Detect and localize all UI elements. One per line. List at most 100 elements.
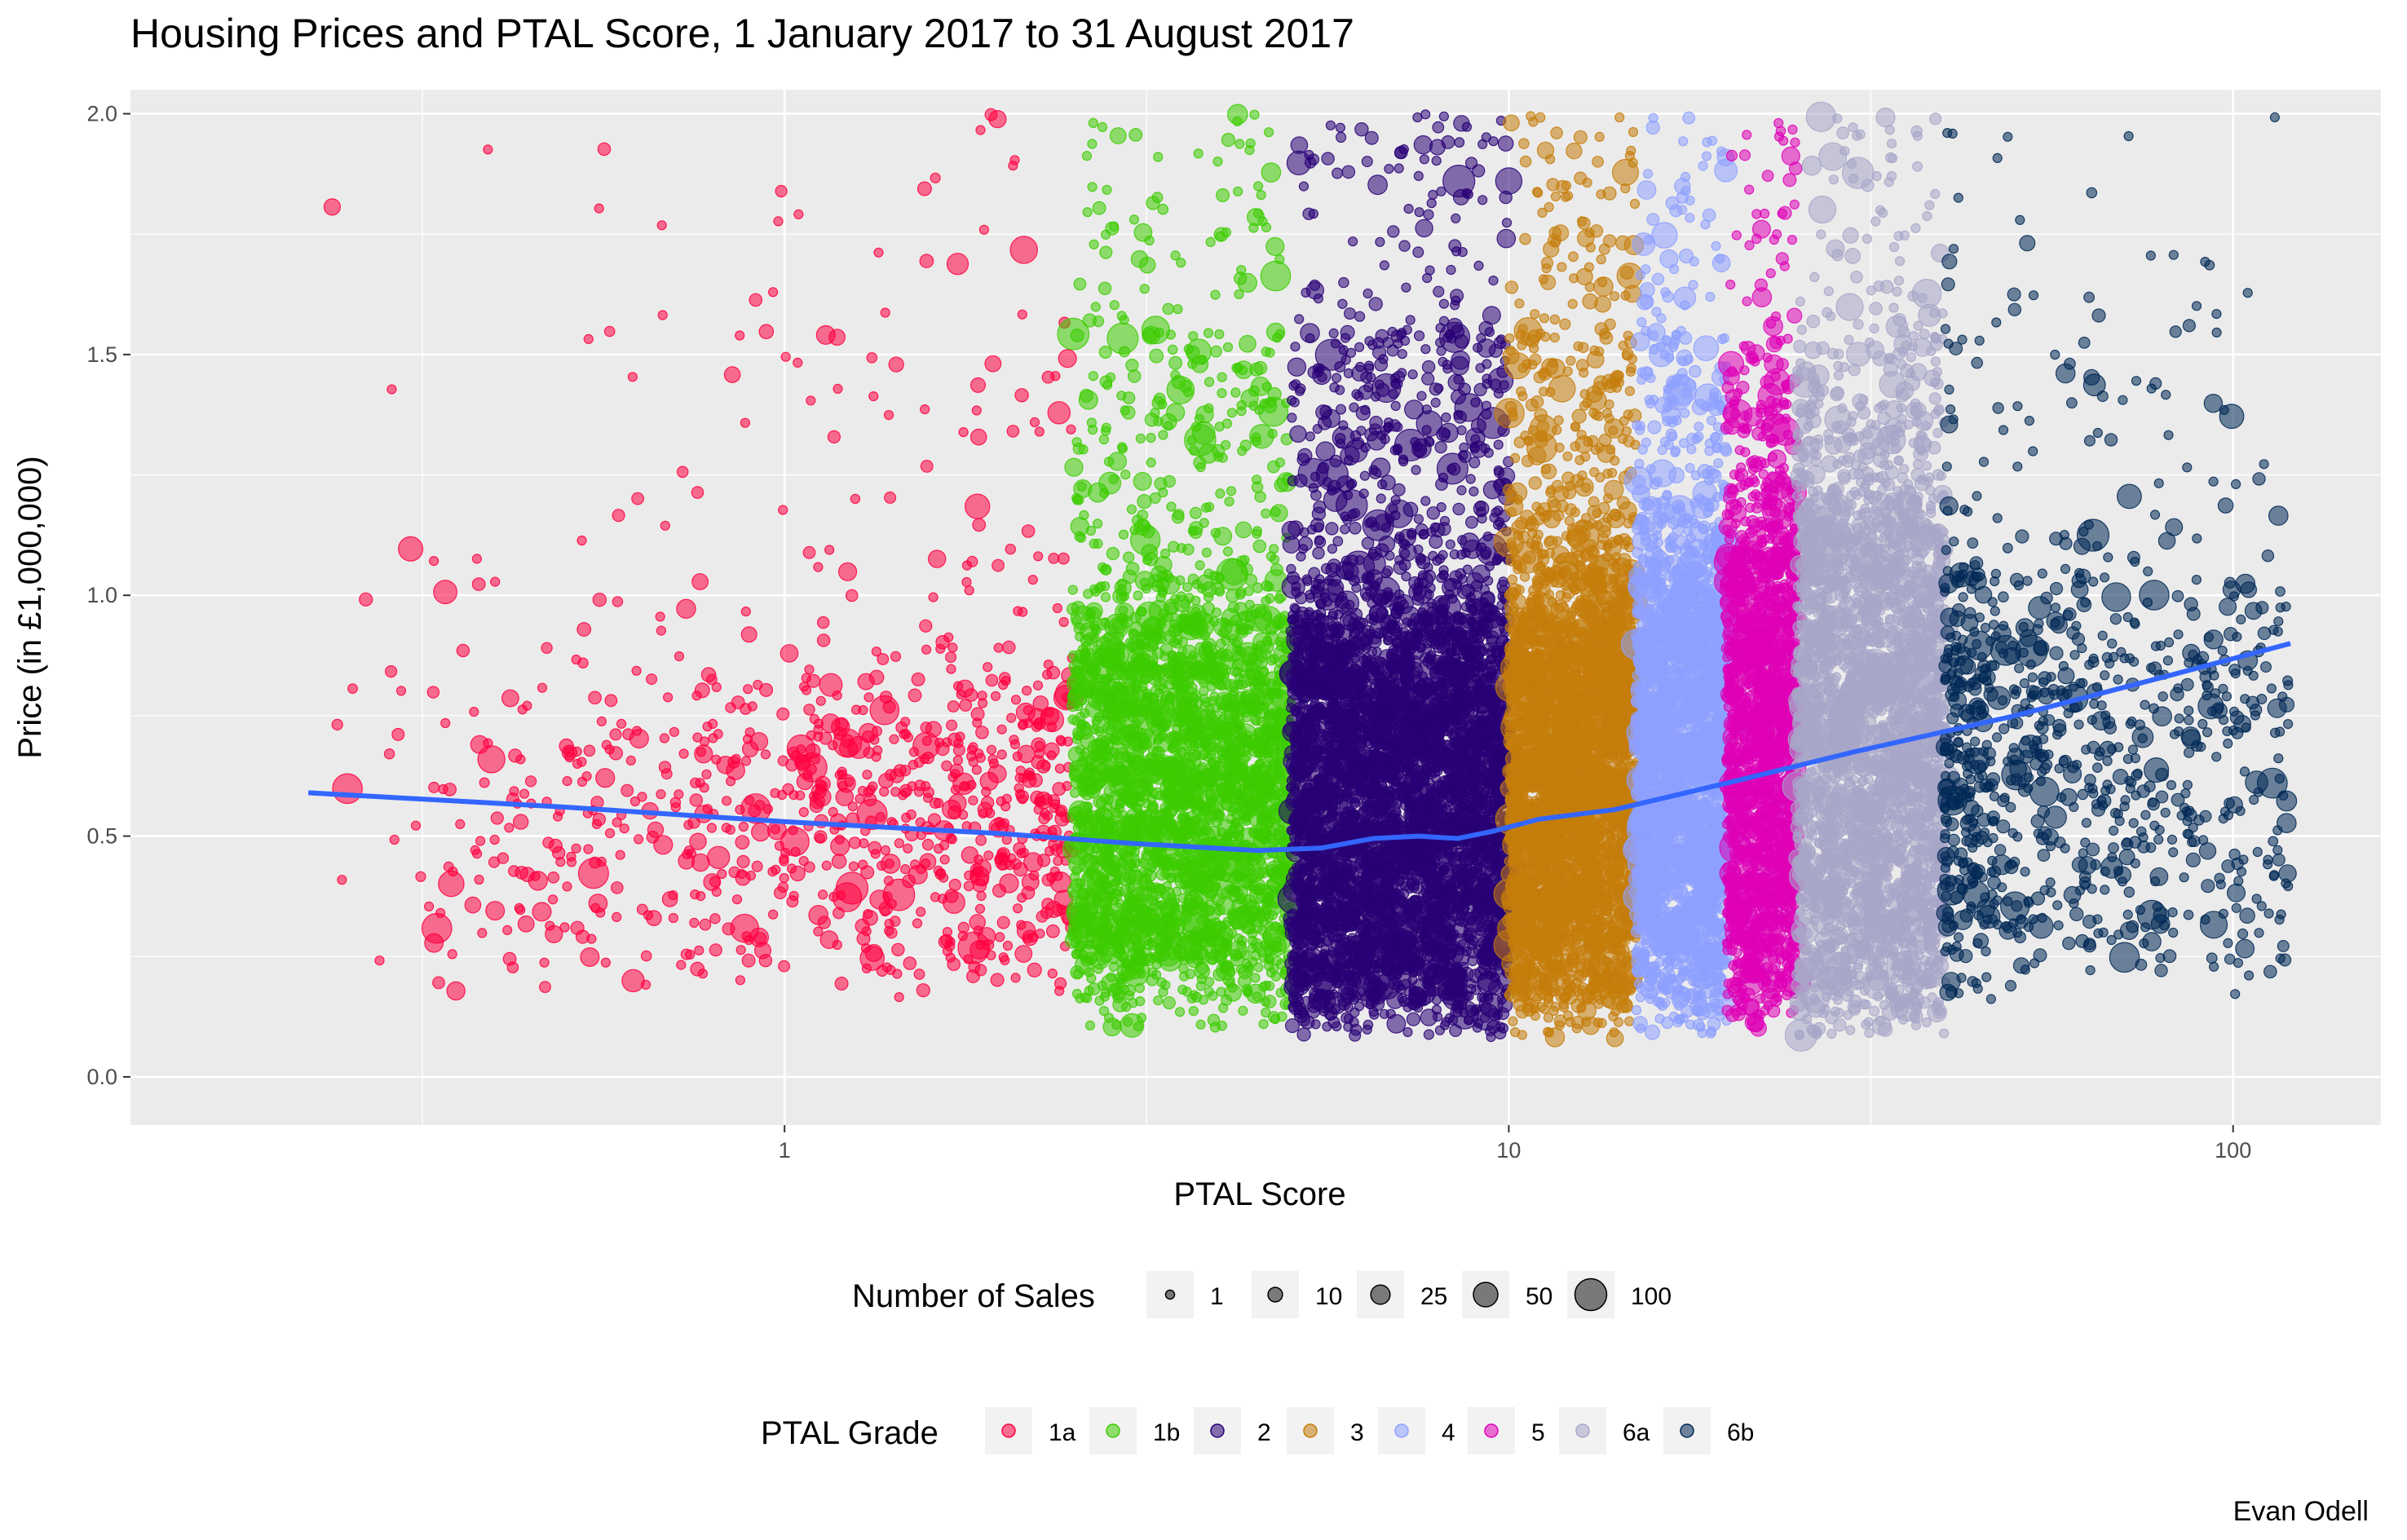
point (1176, 931, 1187, 943)
point (1105, 725, 1116, 735)
point (1269, 544, 1279, 554)
point (1155, 947, 1171, 962)
point (1058, 616, 1069, 628)
point (1135, 995, 1146, 1007)
point (958, 426, 969, 438)
point (1125, 562, 1140, 576)
point (1252, 528, 1262, 539)
point (475, 836, 486, 846)
point (1195, 560, 1205, 571)
point (1125, 359, 1139, 373)
point (1265, 687, 1276, 698)
point (1085, 922, 1100, 938)
point (1100, 426, 1111, 436)
point (1354, 342, 1365, 352)
point (1111, 1019, 1122, 1030)
point (1081, 151, 1093, 161)
point (490, 576, 501, 587)
point (706, 823, 718, 833)
point (1187, 359, 1198, 369)
point (1005, 859, 1015, 871)
point (477, 928, 488, 938)
point (903, 956, 917, 970)
point (1030, 790, 1045, 805)
point (1210, 527, 1221, 538)
point (1014, 945, 1033, 963)
point (1129, 641, 1144, 655)
point (1198, 995, 1209, 1005)
point (1106, 546, 1120, 561)
point (1070, 605, 1096, 631)
point (646, 673, 658, 686)
point (685, 949, 696, 960)
point (1036, 854, 1051, 867)
point (576, 776, 588, 788)
point (1156, 931, 1167, 942)
point (1146, 432, 1156, 443)
point (1082, 313, 1098, 328)
point (813, 562, 824, 572)
point (1049, 802, 1059, 814)
point (1192, 800, 1203, 810)
point (1094, 726, 1105, 737)
point (424, 933, 444, 953)
point (1216, 188, 1230, 203)
point (359, 592, 373, 607)
point (972, 518, 987, 532)
point (968, 960, 981, 973)
point (1162, 302, 1175, 316)
point (894, 991, 904, 1003)
point (937, 894, 948, 904)
point (1159, 642, 1173, 656)
point (1210, 766, 1221, 777)
point (985, 673, 999, 687)
point (1228, 702, 1239, 713)
point (1212, 157, 1223, 167)
point (1142, 554, 1153, 566)
point (1177, 810, 1190, 823)
point (711, 754, 722, 765)
point (978, 808, 988, 819)
point (806, 395, 816, 406)
point (1256, 716, 1267, 726)
point (1234, 360, 1253, 380)
point (969, 377, 986, 393)
point (1253, 404, 1265, 415)
point (1241, 712, 1252, 722)
point (1349, 521, 1362, 535)
point (1249, 424, 1274, 449)
point (1133, 590, 1143, 601)
point (1223, 933, 1234, 944)
point (1217, 372, 1227, 382)
point (1159, 801, 1173, 815)
point (957, 930, 968, 942)
point (1254, 491, 1266, 503)
point (1128, 127, 1143, 142)
point (1173, 944, 1189, 960)
point (1157, 767, 1168, 778)
point (796, 773, 814, 791)
point (1192, 925, 1203, 936)
point (1022, 929, 1038, 947)
point (941, 760, 952, 772)
point (828, 740, 838, 751)
point (1032, 680, 1044, 691)
point (395, 686, 407, 696)
point (1142, 325, 1161, 345)
point (771, 864, 781, 875)
point (539, 981, 551, 993)
point (767, 909, 779, 920)
point (1263, 127, 1274, 138)
point (1098, 434, 1110, 445)
point (513, 814, 529, 830)
point (1205, 891, 1217, 902)
point (1159, 693, 1180, 713)
point (913, 969, 925, 980)
point (947, 642, 958, 653)
point (735, 330, 745, 341)
point (935, 643, 946, 654)
point (1413, 135, 1433, 155)
point (621, 783, 634, 797)
point (740, 626, 757, 643)
point (975, 834, 987, 846)
